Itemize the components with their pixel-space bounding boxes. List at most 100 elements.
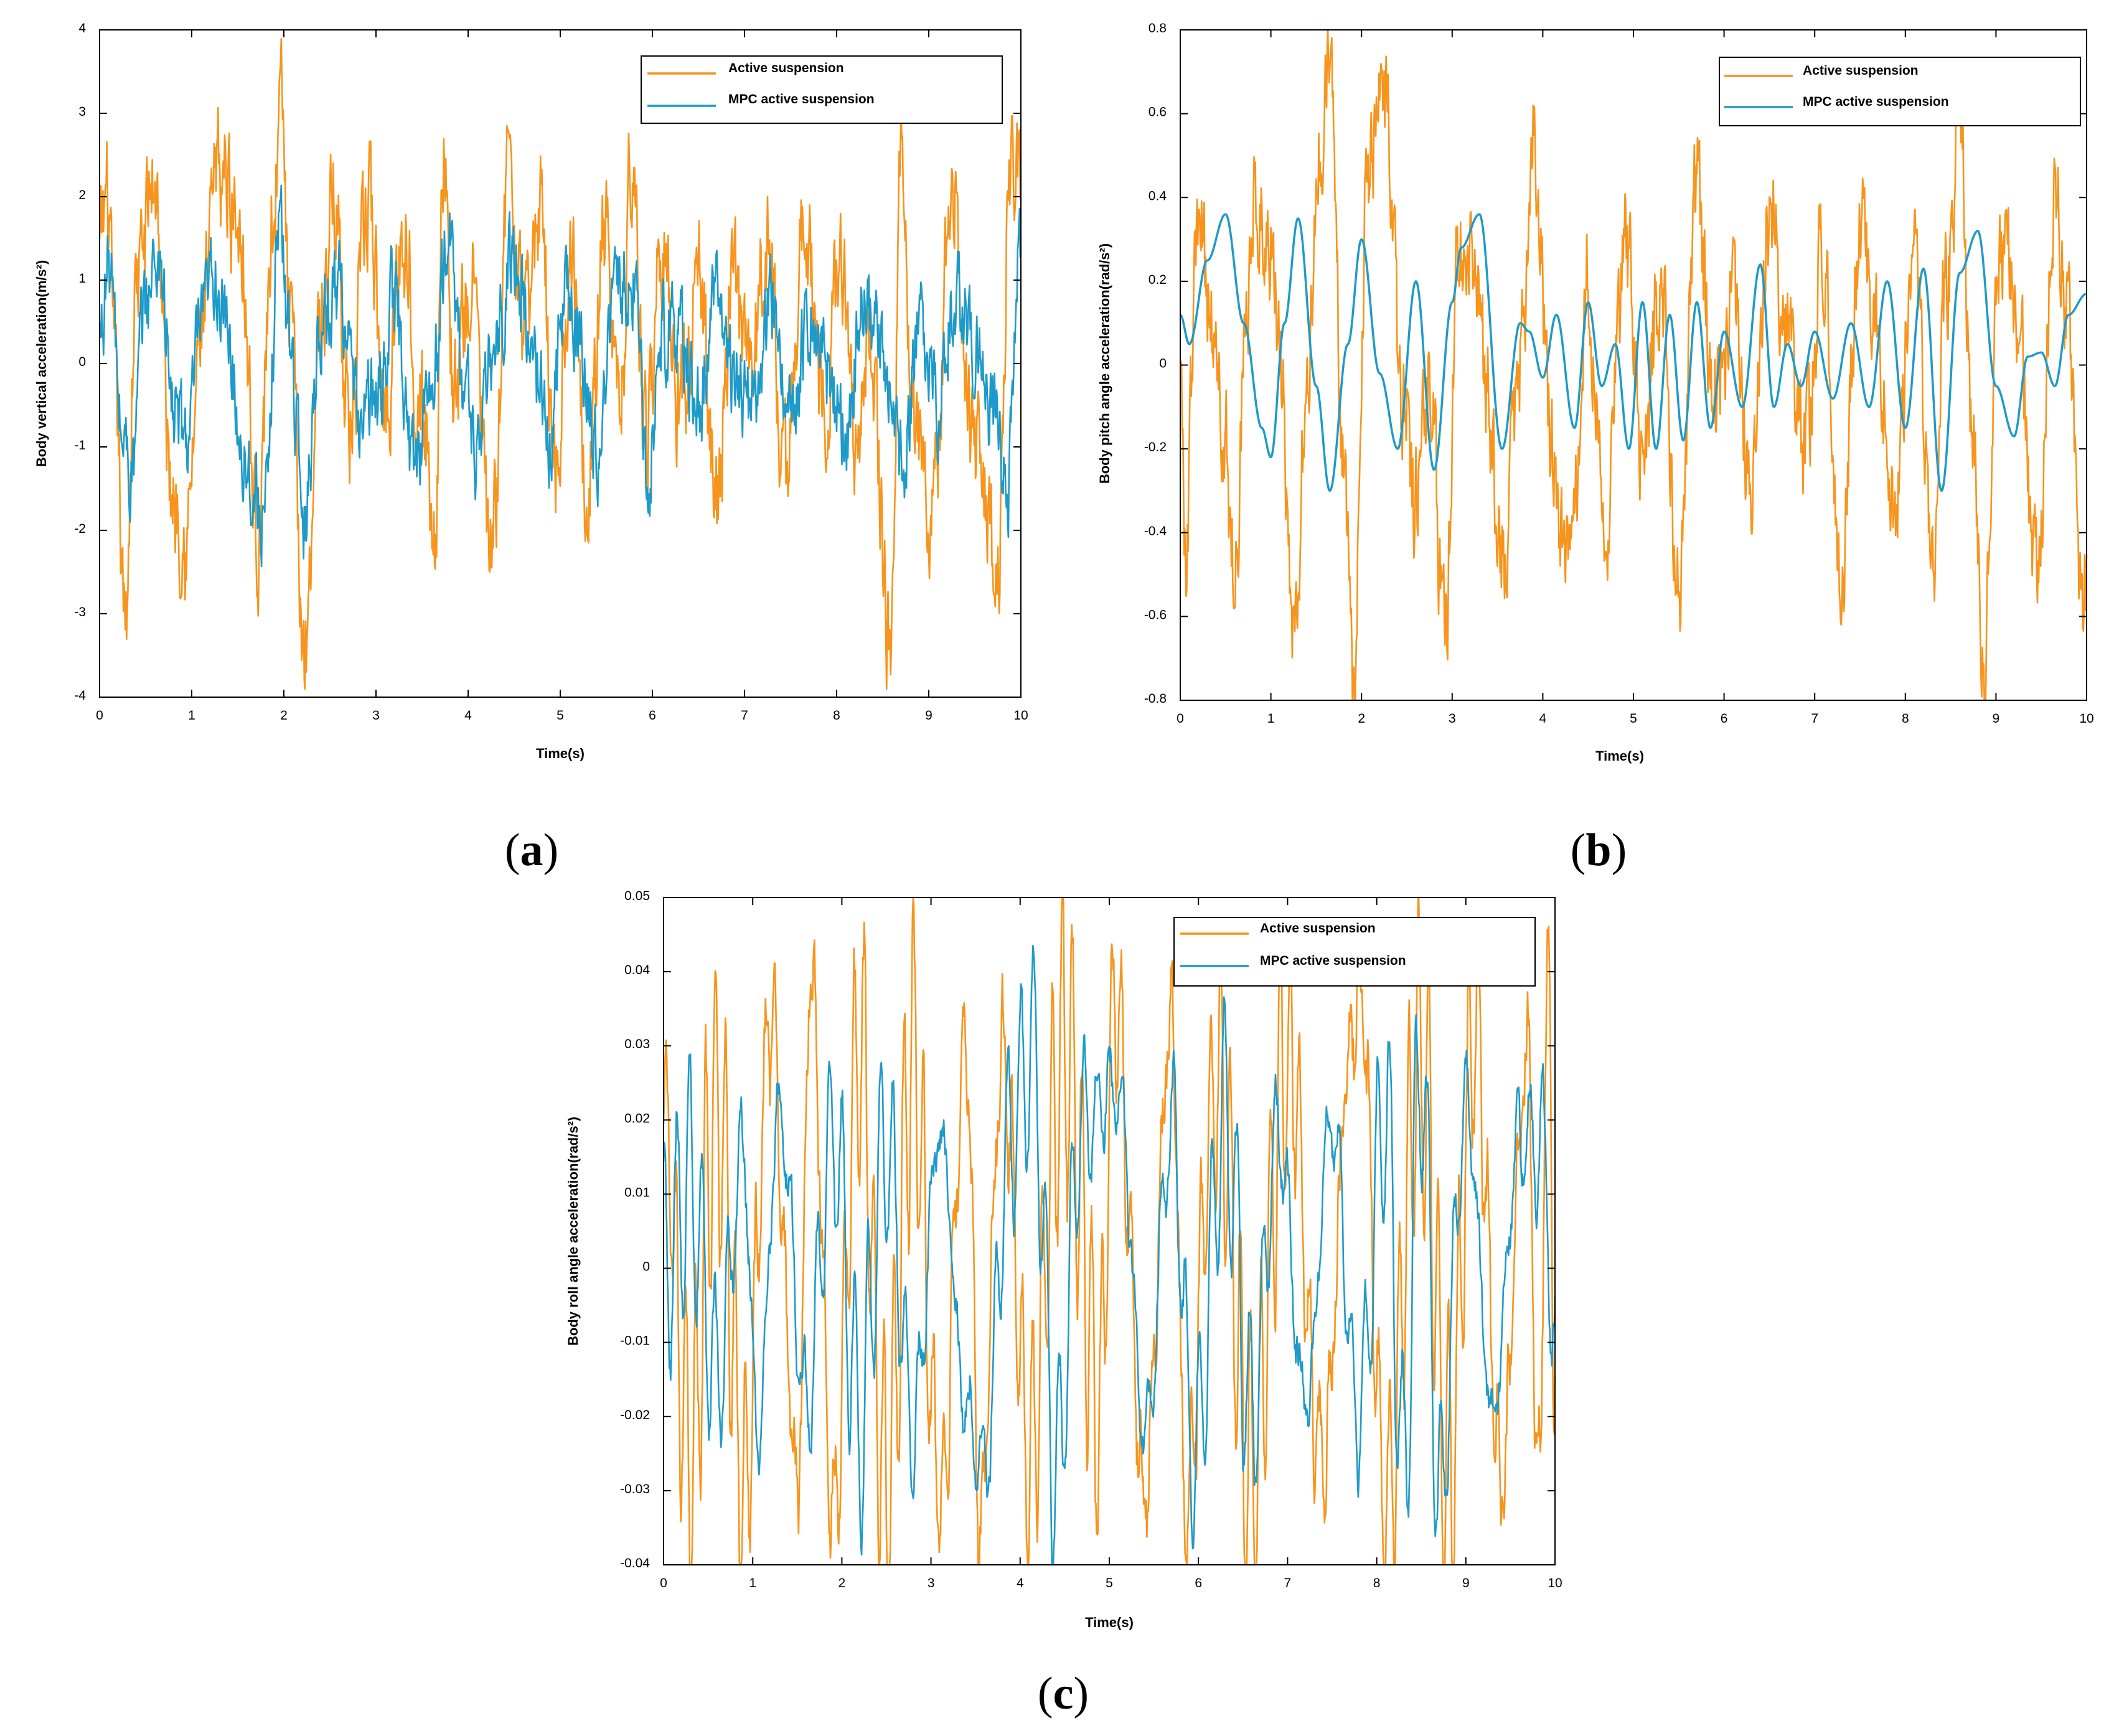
- y-tick-label: 0.01: [624, 1185, 650, 1199]
- plot-area-a: [99, 29, 1022, 698]
- legend-c: Active suspension MPC active suspension: [1173, 917, 1536, 987]
- x-tick-label: 6: [1195, 1576, 1202, 1590]
- x-tick-label: 3: [372, 708, 380, 723]
- y-tick-label: 0.8: [1149, 21, 1167, 35]
- x-tick-label: 0: [660, 1576, 667, 1590]
- y-tick-label: -1: [74, 438, 86, 453]
- y-tick-label: 0.6: [1149, 105, 1167, 120]
- x-tick-label: 5: [557, 708, 564, 723]
- x-tick-label: 5: [1630, 711, 1637, 726]
- x-tick-label: 2: [280, 708, 288, 723]
- x-tick-label: 7: [741, 708, 748, 723]
- legend-label-active-a: Active suspension: [728, 61, 844, 75]
- x-tick-label: 8: [1373, 1576, 1381, 1590]
- y-tick-label: -0.03: [620, 1482, 650, 1496]
- y-tick-label: 0.2: [1149, 273, 1167, 287]
- caption-b: (b): [1571, 825, 1627, 876]
- x-tick-label: 7: [1811, 711, 1818, 726]
- legend-box-c: [1173, 917, 1536, 987]
- x-tick-label: 10: [1548, 1576, 1562, 1590]
- y-tick-label: 0: [1159, 357, 1167, 371]
- series-line-mpc-b: [1180, 213, 2087, 492]
- x-tick-label: 4: [464, 708, 472, 723]
- y-tick-label: 0.03: [624, 1037, 650, 1051]
- y-tick-label: -4: [74, 688, 86, 703]
- y-tick-label: -0.02: [620, 1408, 650, 1422]
- y-tick-label: -0.01: [620, 1334, 650, 1348]
- legend-a: Active suspension MPC active suspension: [641, 55, 1003, 124]
- ticks-c: 0 1 2 3 4 5 6 7 8 9 10 0.05 0.04 0.03 0.02 0.01 0 -0.01 -0…: [620, 889, 1562, 1590]
- legend-label-active-c: Active suspension: [1260, 921, 1376, 936]
- x-tick-label: 9: [1462, 1576, 1470, 1590]
- series-line-mpc-a: [99, 184, 1022, 568]
- series-line-mpc-c: [662, 945, 1556, 1566]
- x-tick-label: 5: [1106, 1576, 1113, 1590]
- legend-label-active-b: Active suspension: [1803, 63, 1919, 78]
- y-axis-label-a: Body vertical acceleration(m/s²): [34, 260, 49, 467]
- x-tick-label: 1: [188, 708, 195, 723]
- y-tick-label: 0.04: [624, 963, 650, 977]
- y-tick-label: -0.8: [1144, 692, 1167, 706]
- caption-a: (a): [505, 825, 558, 876]
- y-tick-label: 2: [78, 188, 86, 202]
- y-tick-label: 0.02: [624, 1111, 650, 1125]
- y-tick-label: 0: [78, 355, 86, 369]
- legend-label-mpc-c: MPC active suspension: [1260, 954, 1406, 968]
- x-axis-label-c: Time(s): [1085, 1615, 1134, 1630]
- y-axis-label-c: Body roll angle acceleration(rad/s²): [565, 1117, 581, 1346]
- y-tick-label: -2: [74, 522, 86, 536]
- y-tick-label: 0.05: [624, 889, 650, 903]
- legend-box-b: [1719, 57, 2081, 126]
- plot-area-c: [663, 897, 1556, 1565]
- x-tick-label: 6: [1721, 711, 1728, 726]
- x-tick-label: 9: [925, 708, 933, 723]
- x-tick-label: 8: [833, 708, 840, 723]
- y-tick-label: 1: [78, 271, 86, 286]
- legend-label-mpc-b: MPC active suspension: [1803, 95, 1949, 109]
- series-group-a: [98, 37, 1022, 690]
- x-tick-label: 3: [1449, 711, 1456, 726]
- series-line-active-a: [98, 37, 1022, 690]
- x-tick-label: 10: [2079, 711, 2093, 726]
- y-axis-label-b: Body pitch angle acceleration(rad/s²): [1097, 243, 1112, 484]
- legend-label-mpc-a: MPC active suspension: [728, 92, 875, 106]
- x-tick-label: 4: [1017, 1576, 1024, 1590]
- y-tick-label: -0.6: [1144, 608, 1167, 622]
- caption-c: (c): [1038, 1668, 1089, 1719]
- x-tick-label: 2: [1358, 711, 1365, 726]
- legend-b: Active suspension MPC active suspension: [1719, 57, 2081, 126]
- x-axis-label-a: Time(s): [536, 746, 585, 761]
- x-tick-label: 6: [649, 708, 656, 723]
- series-line-active-b: [1179, 29, 2088, 701]
- series-group-c: [662, 896, 1556, 1566]
- legend-box-a: [641, 55, 1003, 124]
- series-line-active-c: [662, 896, 1556, 1566]
- y-tick-label: 0: [642, 1260, 650, 1274]
- x-axis-label-b: Time(s): [1595, 748, 1644, 764]
- x-tick-label: 3: [928, 1576, 935, 1590]
- y-tick-label: -0.04: [620, 1556, 650, 1570]
- x-tick-label: 7: [1284, 1576, 1292, 1590]
- y-tick-label: -0.2: [1144, 440, 1167, 454]
- x-tick-label: 2: [839, 1576, 846, 1590]
- x-tick-label: 1: [749, 1576, 756, 1590]
- y-tick-label: -0.4: [1144, 524, 1167, 538]
- x-tick-label: 4: [1539, 711, 1547, 726]
- x-tick-label: 8: [1902, 711, 1909, 726]
- panel-c: 0 1 2 3 4 5 6 7 8 9 10 0.05 0.04 0.03 0.02 0.01 0 -0.01 -0…: [565, 889, 1562, 1719]
- series-group-b: [1179, 29, 2088, 701]
- panel-b: 0 1 2 3 4 5 6 7 8 9 10 0.8 0.6 0.4 0.2 0 -0.2 -0.4 -0.6 -0.…: [1097, 21, 2094, 876]
- y-tick-label: 0.4: [1149, 189, 1167, 203]
- y-tick-label: -3: [74, 605, 86, 619]
- x-tick-label: 1: [1267, 711, 1275, 726]
- x-tick-label: 10: [1013, 708, 1028, 723]
- x-tick-label: 9: [1993, 711, 2000, 726]
- x-tick-label: 0: [96, 708, 103, 723]
- y-tick-label: 3: [78, 105, 86, 119]
- y-tick-label: 4: [78, 21, 86, 35]
- x-tick-label: 0: [1177, 711, 1184, 726]
- ticks-b: 0 1 2 3 4 5 6 7 8 9 10 0.8 0.6 0.4 0.2 0 -0.2 -0.4 -0.6 -0.…: [1144, 21, 2094, 726]
